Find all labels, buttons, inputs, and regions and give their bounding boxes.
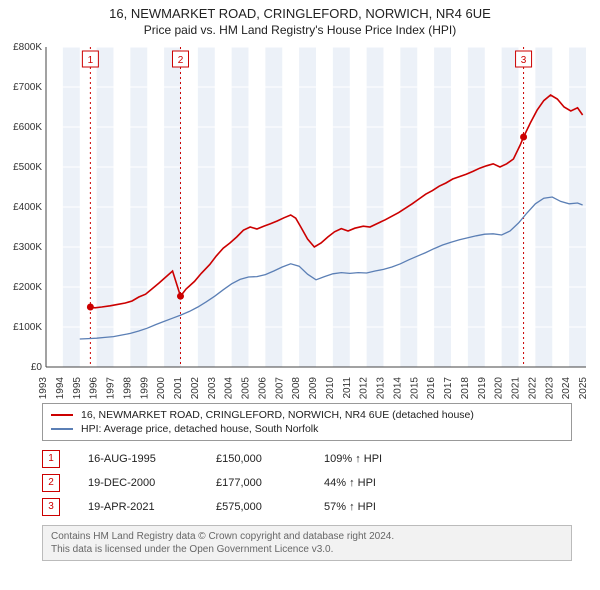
svg-text:2020: 2020 — [494, 377, 505, 399]
svg-text:2004: 2004 — [224, 377, 235, 399]
svg-text:2000: 2000 — [156, 377, 167, 399]
legend-item: HPI: Average price, detached house, Sout… — [51, 422, 563, 436]
svg-text:1995: 1995 — [72, 377, 83, 399]
chart-container: 16, NEWMARKET ROAD, CRINGLEFORD, NORWICH… — [0, 0, 600, 561]
legend-swatch — [51, 414, 73, 416]
svg-text:1994: 1994 — [55, 377, 66, 399]
svg-text:2017: 2017 — [443, 377, 454, 399]
svg-text:2010: 2010 — [325, 377, 336, 399]
sale-marker-box: 2 — [42, 474, 60, 492]
svg-text:1996: 1996 — [89, 377, 100, 399]
svg-text:2023: 2023 — [544, 377, 555, 399]
footer-line2: This data is licensed under the Open Gov… — [51, 543, 563, 556]
svg-text:2019: 2019 — [477, 377, 488, 399]
svg-text:2015: 2015 — [409, 377, 420, 399]
svg-text:£700K: £700K — [13, 82, 42, 93]
svg-text:2002: 2002 — [190, 377, 201, 399]
legend-swatch — [51, 428, 73, 430]
legend: 16, NEWMARKET ROAD, CRINGLEFORD, NORWICH… — [42, 403, 572, 441]
svg-text:2018: 2018 — [460, 377, 471, 399]
legend-label: HPI: Average price, detached house, Sout… — [81, 423, 318, 435]
titles: 16, NEWMARKET ROAD, CRINGLEFORD, NORWICH… — [0, 0, 600, 39]
svg-text:2006: 2006 — [257, 377, 268, 399]
svg-text:£300K: £300K — [13, 242, 42, 253]
svg-text:2011: 2011 — [342, 377, 353, 399]
sale-row: 2 19-DEC-2000 £177,000 44% ↑ HPI — [42, 471, 572, 495]
svg-text:2007: 2007 — [274, 377, 285, 399]
sale-price: £575,000 — [216, 501, 296, 513]
sale-marker-box: 3 — [42, 498, 60, 516]
svg-text:1999: 1999 — [139, 377, 150, 399]
svg-text:2025: 2025 — [578, 377, 589, 399]
svg-text:2021: 2021 — [511, 377, 522, 399]
sale-date: 19-DEC-2000 — [88, 477, 188, 489]
legend-label: 16, NEWMARKET ROAD, CRINGLEFORD, NORWICH… — [81, 409, 474, 421]
sale-price: £177,000 — [216, 477, 296, 489]
sale-row: 1 16-AUG-1995 £150,000 109% ↑ HPI — [42, 447, 572, 471]
svg-text:3: 3 — [521, 55, 527, 66]
svg-text:£800K: £800K — [13, 42, 42, 53]
sale-pct: 57% ↑ HPI — [324, 501, 414, 513]
svg-text:1993: 1993 — [38, 377, 49, 399]
sale-row: 3 19-APR-2021 £575,000 57% ↑ HPI — [42, 495, 572, 519]
svg-text:1998: 1998 — [122, 377, 133, 399]
svg-text:1: 1 — [88, 55, 94, 66]
price-chart: £0 £100K £200K £300K £400K £500K £600K £700K £80… — [0, 39, 600, 399]
svg-text:2013: 2013 — [376, 377, 387, 399]
legend-item: 16, NEWMARKET ROAD, CRINGLEFORD, NORWICH… — [51, 408, 563, 422]
footer-line1: Contains HM Land Registry data © Crown c… — [51, 530, 563, 543]
svg-text:£600K: £600K — [13, 122, 42, 133]
sale-pct: 44% ↑ HPI — [324, 477, 414, 489]
svg-text:2009: 2009 — [308, 377, 319, 399]
svg-text:£100K: £100K — [13, 322, 42, 333]
sale-marker-box: 1 — [42, 450, 60, 468]
svg-text:2022: 2022 — [527, 377, 538, 399]
svg-text:2: 2 — [178, 55, 184, 66]
sale-date: 19-APR-2021 — [88, 501, 188, 513]
svg-text:2001: 2001 — [173, 377, 184, 399]
svg-text:2003: 2003 — [207, 377, 218, 399]
svg-text:2024: 2024 — [561, 377, 572, 399]
svg-text:2012: 2012 — [359, 377, 370, 399]
sales-table: 1 16-AUG-1995 £150,000 109% ↑ HPI 2 19-DEC-20… — [42, 447, 572, 519]
svg-text:2008: 2008 — [291, 377, 302, 399]
footer-note: Contains HM Land Registry data © Crown c… — [42, 525, 572, 561]
svg-text:2016: 2016 — [426, 377, 437, 399]
svg-text:£0: £0 — [31, 362, 43, 373]
svg-text:£200K: £200K — [13, 282, 42, 293]
svg-text:2005: 2005 — [241, 377, 252, 399]
sale-date: 16-AUG-1995 — [88, 453, 188, 465]
svg-text:£400K: £400K — [13, 202, 42, 213]
sale-pct: 109% ↑ HPI — [324, 453, 414, 465]
title-main: 16, NEWMARKET ROAD, CRINGLEFORD, NORWICH… — [8, 6, 592, 21]
svg-text:£500K: £500K — [13, 162, 42, 173]
svg-text:1997: 1997 — [106, 377, 117, 399]
sale-price: £150,000 — [216, 453, 296, 465]
title-sub: Price paid vs. HM Land Registry's House … — [8, 23, 592, 37]
svg-text:2014: 2014 — [392, 377, 403, 399]
